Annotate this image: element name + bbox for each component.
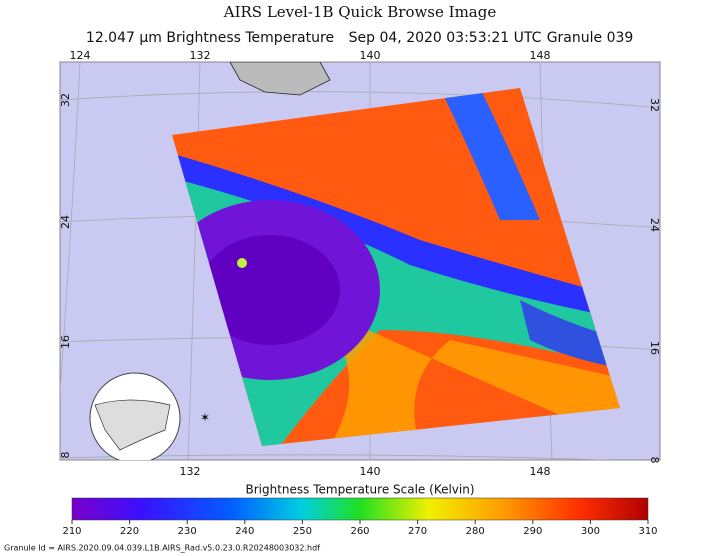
lat-label: 32 — [59, 93, 72, 107]
lon-label: 148 — [530, 465, 551, 478]
lat-label: 8 — [59, 452, 72, 459]
scale-tick-label: 210 — [62, 526, 81, 537]
scale-tick-label: 280 — [466, 526, 485, 537]
lon-label: 148 — [530, 49, 551, 62]
lat-label: 24 — [59, 215, 72, 229]
lat-label: 32 — [648, 98, 661, 112]
inset-land — [94, 399, 171, 451]
color-bar — [71, 497, 649, 521]
scale-tick-label: 290 — [523, 526, 542, 537]
land — [229, 62, 331, 96]
title: AIRS Level-1B Quick Browse Image — [223, 3, 497, 21]
lat-label: 24 — [648, 218, 661, 232]
scale-tick-label: 240 — [235, 526, 254, 537]
granule: Granule 039 — [547, 30, 634, 46]
lon-label: 132 — [180, 465, 201, 478]
scale-tick-label: 220 — [120, 526, 139, 537]
scale-tick-label: 260 — [350, 526, 369, 537]
scale-tick-label: 270 — [408, 526, 427, 537]
scale-title: Brightness Temperature Scale (Kelvin) — [245, 483, 474, 497]
lon-label: 140 — [360, 49, 381, 62]
scale-tick-label: 300 — [581, 526, 600, 537]
scale-tick-label: 310 — [638, 526, 657, 537]
lon-label: 132 — [190, 49, 211, 62]
inset-marker: ✶ — [200, 411, 210, 425]
lon-label: 140 — [360, 465, 381, 478]
lat-label: 16 — [59, 335, 72, 349]
datetime: Sep 04, 2020 03:53:21 UTC — [349, 30, 542, 46]
channel: 12.047 μm Brightness Temperature — [86, 30, 334, 46]
footer: Granule Id = AIRS.2020.09.04.039.L1B.AIR… — [4, 544, 320, 553]
lat-label: 8 — [648, 457, 661, 464]
scale-tick-label: 230 — [178, 526, 197, 537]
lat-label: 16 — [648, 341, 661, 355]
lon-label: 124 — [70, 49, 91, 62]
scale-tick-label: 250 — [293, 526, 312, 537]
